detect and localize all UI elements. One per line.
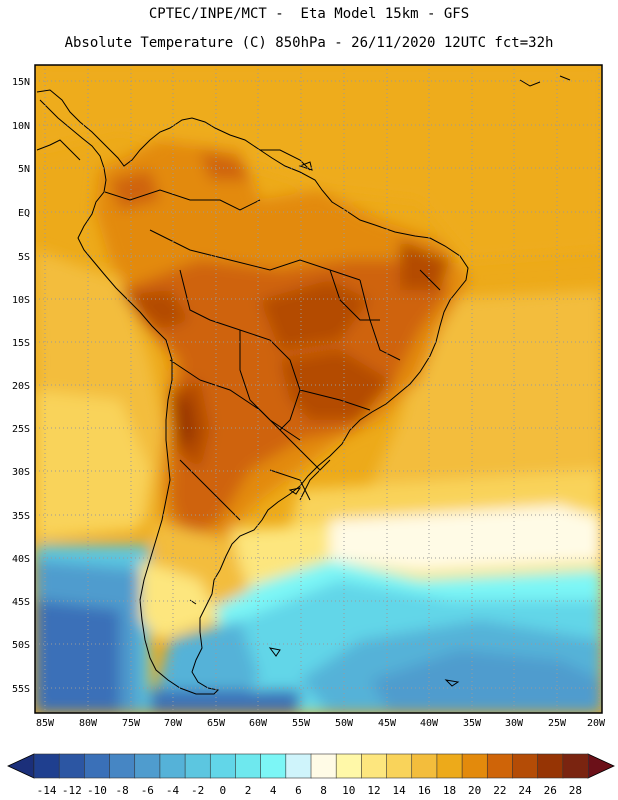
colorbar-label: 22 [493,784,506,797]
colorbar-label: -2 [191,784,204,797]
lon-label: 70W [164,718,183,729]
lat-label: 45S [12,597,30,608]
colorbar-swatch [58,753,85,779]
colorbar-legend: -14 -12 -10 -8 -6 -4 -2 0 2 4 6 8 10 12 14 16 18 20 22 24 26… [7,753,615,797]
chart-subtitle: Absolute Temperature (C) 850hPa - 26/11/… [64,35,554,51]
colorbar-swatch [436,753,463,779]
colorbar-swatch [310,753,337,779]
lat-label: 30S [12,467,30,478]
colorbar-swatch [209,753,237,779]
colorbar-swatch [84,753,111,779]
colorbar-label: -12 [62,784,82,797]
lat-label: 35S [12,511,30,522]
lon-label: 50W [335,718,354,729]
colorbar-swatch [335,753,362,779]
temperature-field [35,65,602,713]
lat-label: EQ [18,208,30,219]
lat-label: 25S [12,424,30,435]
latitude-axis: 15N 10N 5N EQ 5S 10S 15S 20S 25S 30S 35S… [12,77,30,695]
lon-label: 45W [378,718,397,729]
lat-label: 5N [18,164,30,175]
lon-label: 65W [207,718,226,729]
lat-label: 50S [12,640,30,651]
lon-label: 30W [505,718,524,729]
lat-label: 20S [12,381,30,392]
colorbar-left-arrow [7,753,35,779]
lon-label: 25W [548,718,567,729]
colorbar-swatch [235,753,262,779]
coastline [36,75,571,695]
colorbar-swatch [461,753,488,779]
colorbar-swatch [486,753,514,779]
lon-label: 85W [36,718,55,729]
lat-label: 55S [12,684,30,695]
colorbar-swatch [361,753,388,779]
colorbar-label: -14 [37,784,57,797]
colorbar-label: 8 [320,784,327,797]
colorbar-swatch [285,753,312,779]
colorbar-right-arrow [587,753,615,779]
lon-label: 75W [122,718,141,729]
colorbar-label: 0 [220,784,227,797]
colorbar-label: 14 [393,784,407,797]
chart-title: CPTEC/INPE/MCT - Eta Model 15km - GFS [148,6,470,22]
colorbar-swatch [386,753,413,779]
colorbar-label: 10 [342,784,355,797]
colorbar-label: 6 [295,784,302,797]
colorbar-swatch [159,753,186,779]
lat-label: 40S [12,554,30,565]
lon-label: 60W [249,718,268,729]
lon-label: 40W [420,718,439,729]
lon-label: 55W [292,718,311,729]
colorbar-label: -10 [87,784,107,797]
graticule [35,65,602,713]
lon-label: 20W [587,718,606,729]
colorbar-label: 2 [245,784,252,797]
colorbar-label: -8 [116,784,129,797]
lon-label: 80W [79,718,98,729]
lat-label: 5S [18,252,30,263]
colorbar-swatch [562,753,589,779]
lat-label: 15N [12,77,30,88]
colorbar-label: 26 [544,784,557,797]
colorbar-swatch [184,753,211,779]
colorbar-swatch [260,753,287,779]
colorbar-label: 16 [418,784,431,797]
colorbar-swatch [512,753,539,779]
colorbar-label: -4 [166,784,180,797]
colorbar-swatch [33,753,60,779]
colorbar-label: -6 [141,784,154,797]
colorbar-label: 4 [270,784,277,797]
lat-label: 10S [12,295,30,306]
colorbar-swatch [134,753,161,779]
longitude-axis: 85W 80W 75W 70W 65W 60W 55W 50W 45W 40W … [36,718,606,729]
colorbar-label: 12 [367,784,380,797]
colorbar-swatch [537,753,564,779]
colorbar-swatch [411,753,438,779]
colorbar-swatch [109,753,136,779]
lat-label: 15S [12,338,30,349]
lat-label: 10N [12,121,30,132]
lon-label: 35W [463,718,482,729]
colorbar-label: 18 [443,784,456,797]
colorbar-label: 28 [569,784,582,797]
colorbar-label: 20 [468,784,481,797]
plot-frame [34,64,603,714]
colorbar-label: 24 [518,784,532,797]
